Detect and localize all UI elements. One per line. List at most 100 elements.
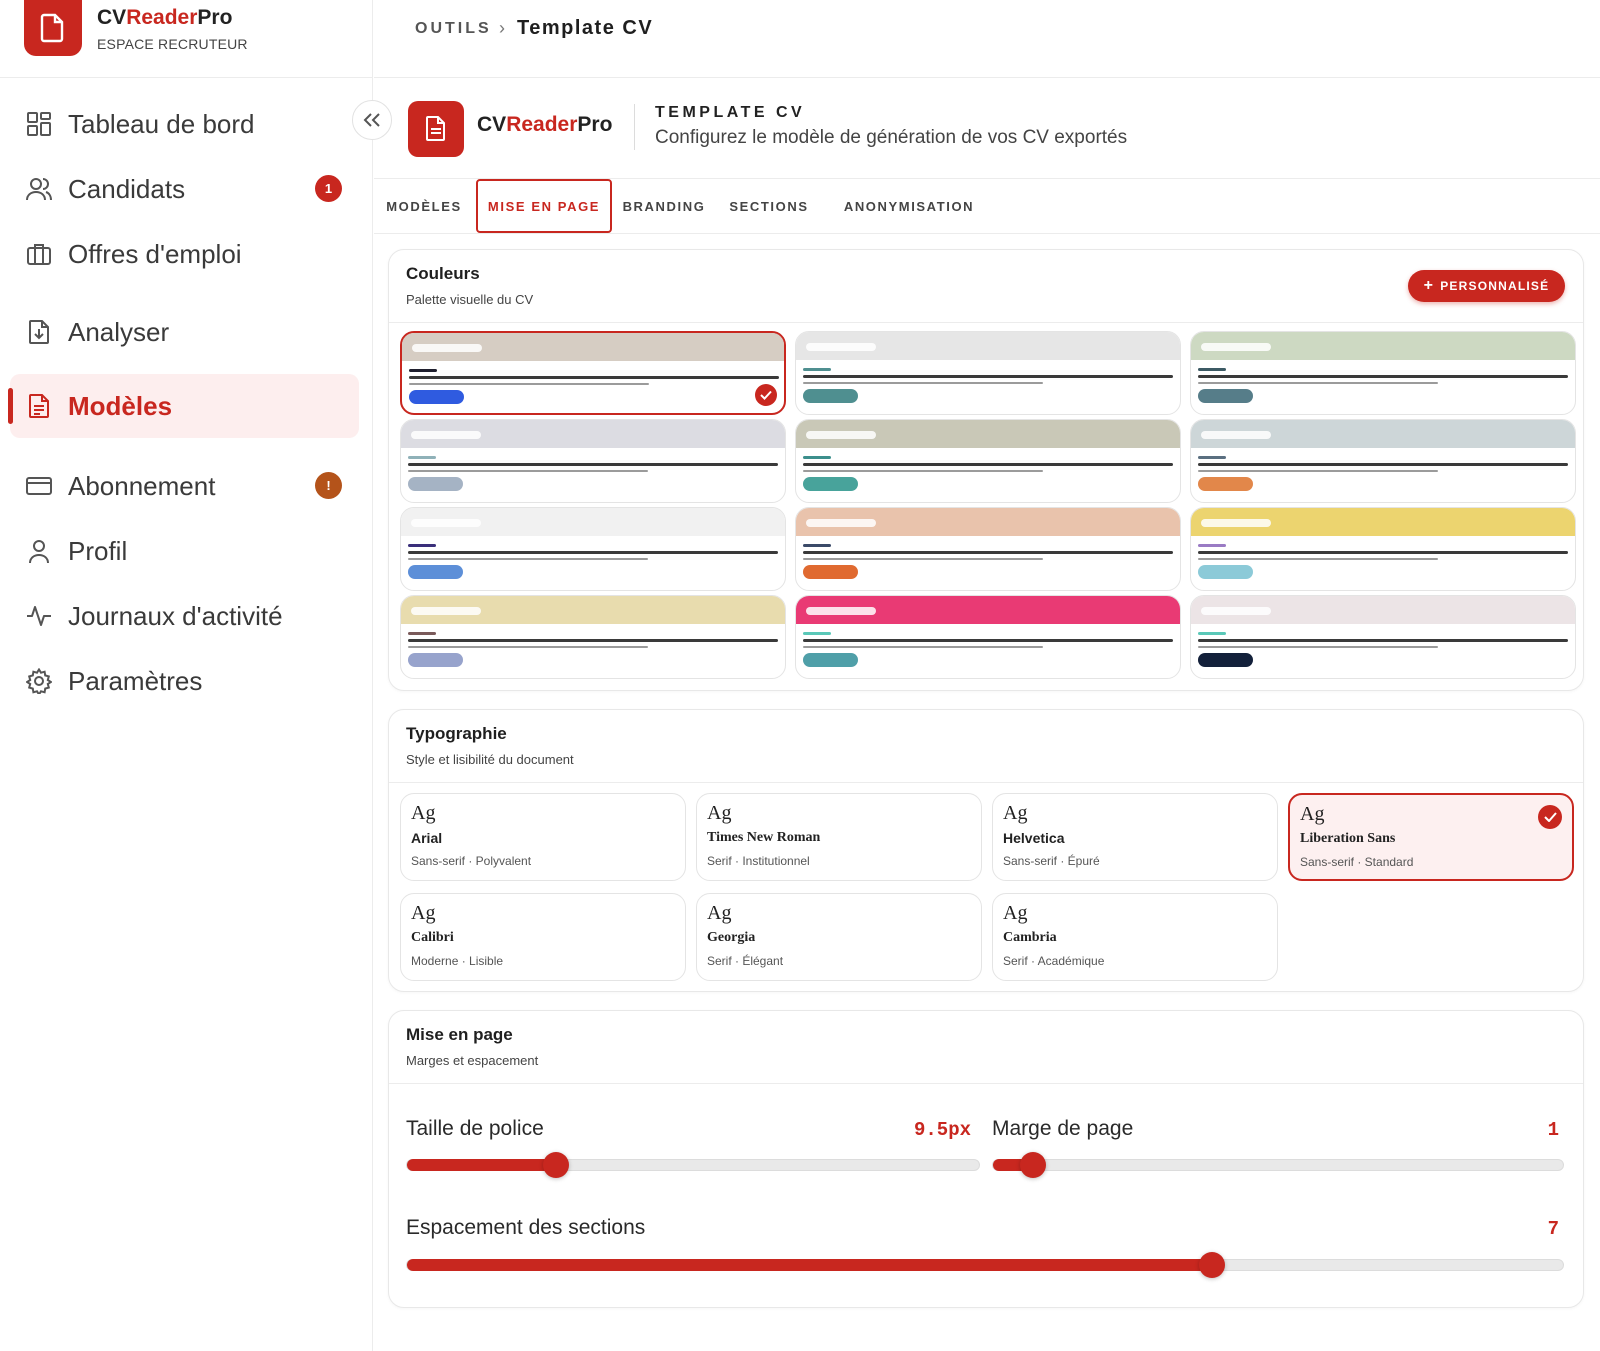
tab-anonymisation[interactable]: ANONYMISATION	[843, 198, 975, 214]
sidebar-item-label: Modèles	[68, 390, 173, 421]
sidebar-item-abonnement[interactable]: Abonnement !	[10, 454, 359, 518]
palette-title-pill	[411, 519, 481, 527]
tab-branding[interactable]: BRANDING	[622, 198, 706, 214]
palette-title-pill	[1201, 519, 1271, 527]
briefcase-icon	[27, 244, 51, 265]
font-description: Moderne · Lisible	[411, 954, 504, 968]
check-icon	[1538, 805, 1562, 829]
slider-thumb[interactable]	[1019, 1152, 1046, 1178]
font-sample: Ag	[1003, 802, 1028, 824]
palette-accent-line	[408, 544, 436, 547]
palette-accent-line	[803, 632, 831, 635]
credit-card-icon	[26, 477, 52, 495]
font-option[interactable]: Ag Times New Roman Serif · Institutionnel	[696, 793, 982, 881]
page-margin-slider[interactable]	[992, 1152, 1564, 1178]
sidebar-item-parametres[interactable]: Paramètres	[10, 649, 359, 713]
header-brand-pro: Pro	[577, 113, 613, 136]
palette-accent-line	[803, 368, 831, 371]
color-palette-option[interactable]	[1190, 419, 1576, 503]
palette-accent-chip	[803, 565, 858, 579]
breadcrumb-root[interactable]: OUTILS	[415, 20, 492, 37]
font-name: Liberation Sans	[1300, 831, 1396, 846]
sidebar-item-label: Journaux d'activité	[68, 600, 283, 631]
palette-text-line	[803, 639, 1173, 642]
sidebar-item-offres-emploi[interactable]: Offres d'emploi	[10, 222, 359, 286]
color-palette-option[interactable]	[795, 419, 1181, 503]
user-icon	[29, 540, 49, 564]
tab-bar: MODÈLES MISE EN PAGE BRANDING SECTIONS A…	[374, 179, 1600, 234]
check-icon	[755, 384, 777, 406]
palette-accent-chip	[1198, 389, 1253, 403]
color-palette-option[interactable]	[400, 595, 786, 679]
palette-header-band	[796, 332, 1180, 360]
color-palette-option[interactable]	[1190, 331, 1576, 415]
font-size-slider[interactable]	[406, 1152, 980, 1178]
layout-title: Mise en page	[406, 1025, 513, 1044]
sidebar-item-modeles[interactable]: Modèles	[8, 374, 359, 438]
palette-title-pill	[411, 607, 481, 615]
palette-text-line	[408, 646, 648, 648]
collapse-sidebar-button[interactable]	[352, 100, 392, 140]
page-title: TEMPLATE CV	[655, 104, 806, 121]
color-palette-option[interactable]	[1190, 595, 1576, 679]
page-margin-value: 1	[1547, 1119, 1559, 1141]
sidebar-item-analyser[interactable]: Analyser	[10, 300, 359, 364]
palette-header-band	[1191, 596, 1575, 624]
color-palette-option[interactable]	[400, 331, 786, 415]
color-palette-option[interactable]	[400, 507, 786, 591]
slider-thumb[interactable]	[1198, 1252, 1225, 1278]
tab-mise-en-page[interactable]: MISE EN PAGE	[476, 179, 612, 233]
users-icon	[26, 178, 52, 201]
palette-text-line	[803, 463, 1173, 466]
font-option[interactable]: Ag Arial Sans-serif · Polyvalent	[400, 793, 686, 881]
palette-header-band	[1191, 420, 1575, 448]
custom-palette-button[interactable]: + PERSONNALISÉ	[1408, 270, 1565, 302]
palette-accent-chip	[1198, 653, 1253, 667]
document-icon	[24, 0, 82, 56]
header-brand-name: CVReaderPro	[477, 113, 612, 137]
slider-thumb[interactable]	[542, 1152, 569, 1178]
double-chevron-left-icon	[363, 113, 380, 127]
palette-accent-chip	[803, 477, 858, 491]
font-sample: Ag	[1300, 803, 1325, 825]
color-palette-option[interactable]	[795, 507, 1181, 591]
sidebar-item-label: Profil	[68, 535, 128, 566]
activity-icon	[27, 606, 51, 626]
color-palette-option[interactable]	[795, 595, 1181, 679]
font-option[interactable]: Ag Cambria Serif · Académique	[992, 893, 1278, 981]
font-sample: Ag	[1003, 902, 1028, 924]
tab-sections[interactable]: SECTIONS	[729, 198, 809, 214]
sidebar-item-candidats[interactable]: Candidats 1	[10, 157, 359, 221]
warning-badge: !	[315, 472, 342, 499]
sidebar: CVReaderPro ESPACE RECRUTEUR Tableau de …	[0, 0, 373, 1351]
palette-accent-line	[1198, 632, 1226, 635]
color-palette-option[interactable]	[400, 419, 786, 503]
palette-accent-chip	[1198, 477, 1253, 491]
font-option[interactable]: Ag Calibri Moderne · Lisible	[400, 893, 686, 981]
notification-badge: 1	[315, 175, 342, 202]
color-palette-option[interactable]	[795, 331, 1181, 415]
palette-title-pill	[412, 344, 482, 352]
palette-accent-line	[803, 456, 831, 459]
sidebar-item-tableau-de-bord[interactable]: Tableau de bord	[10, 92, 359, 156]
font-option[interactable]: Ag Liberation Sans Sans-serif · Standard	[1288, 793, 1574, 881]
color-palette-option[interactable]	[1190, 507, 1576, 591]
section-spacing-slider[interactable]	[406, 1252, 1564, 1278]
palette-accent-chip	[803, 389, 858, 403]
sidebar-item-journaux[interactable]: Journaux d'activité	[10, 584, 359, 648]
tab-modeles[interactable]: MODÈLES	[386, 198, 462, 214]
page-header: CVReaderPro TEMPLATE CV Configurez le mo…	[374, 79, 1600, 179]
palette-title-pill	[1201, 607, 1271, 615]
palette-text-line	[1198, 463, 1568, 466]
font-option[interactable]: Ag Georgia Serif · Élégant	[696, 893, 982, 981]
palette-accent-chip	[408, 565, 463, 579]
palette-text-line	[1198, 639, 1568, 642]
palette-text-line	[803, 470, 1043, 472]
sidebar-item-profil[interactable]: Profil	[10, 519, 359, 583]
font-description: Serif · Élégant	[707, 954, 784, 968]
palette-accent-line	[1198, 368, 1226, 371]
card-divider	[389, 322, 1583, 323]
slider-fill	[407, 1259, 1212, 1271]
palette-accent-line	[408, 632, 436, 635]
font-option[interactable]: Ag Helvetica Sans-serif · Épuré	[992, 793, 1278, 881]
